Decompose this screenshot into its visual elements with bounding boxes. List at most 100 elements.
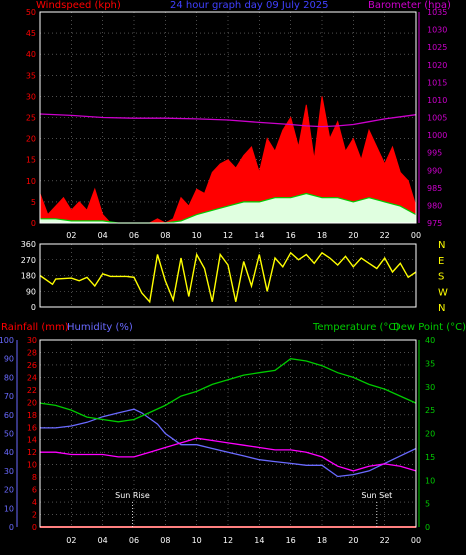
p3-x-tick-label: 04 bbox=[98, 536, 108, 545]
windspeed-area bbox=[39, 96, 417, 224]
temperature-line bbox=[39, 358, 417, 423]
chart-title: 24 hour graph day 09 July 2025 bbox=[170, 0, 329, 11]
p3-rain-tick-label: 10 bbox=[27, 461, 37, 470]
p2-frame bbox=[39, 243, 417, 308]
p3-humidity-tick-label: 80 bbox=[4, 373, 14, 382]
wind-barometer-panel: 0510152025303540455097598098599099510001… bbox=[26, 8, 448, 240]
sunset-label: Sun Set bbox=[361, 491, 392, 500]
p1-right-tick-label: 990 bbox=[427, 166, 442, 175]
p3-rain-tick-label: 22 bbox=[27, 386, 37, 395]
compass-label: S bbox=[438, 272, 444, 283]
p3-humidity-tick-label: 20 bbox=[4, 486, 14, 495]
p3-humidity-tick-label: 70 bbox=[4, 392, 14, 401]
p3-rain-tick-label: 30 bbox=[27, 336, 37, 345]
p3-temp-tick-label: 20 bbox=[425, 430, 435, 439]
barometer-axis-title: Barometer (hpa) bbox=[368, 0, 451, 11]
p3-temp-tick-label: 35 bbox=[425, 359, 435, 368]
p1-right-tick-label: 1025 bbox=[427, 43, 447, 52]
p3-temp-tick-label: 30 bbox=[425, 383, 435, 392]
humidity-line bbox=[40, 408, 417, 478]
p2-left-tick-label: 0 bbox=[31, 303, 36, 312]
p1-right-tick-label: 975 bbox=[427, 219, 442, 228]
p1-left-tick-label: 20 bbox=[26, 135, 36, 144]
rainfall-axis-title: Rainfall (mm) bbox=[1, 322, 69, 333]
p1-left-tick-label: 40 bbox=[26, 50, 36, 59]
p1-left-tick-label: 5 bbox=[31, 198, 36, 207]
p2-left-tick-label: 90 bbox=[26, 287, 36, 296]
p3-x-tick-label: 18 bbox=[317, 536, 327, 545]
wind-direction-line bbox=[39, 251, 417, 304]
p3-rain-tick-label: 4 bbox=[32, 498, 37, 507]
p3-rain-tick-label: 14 bbox=[27, 436, 37, 445]
humidity-axis-title: Humidity (%) bbox=[67, 322, 133, 333]
p3-x-tick-label: 16 bbox=[286, 536, 296, 545]
p3-x-tick-label: 00 bbox=[411, 536, 421, 545]
p3-humidity-tick-label: 60 bbox=[4, 411, 14, 420]
p1-left-tick-label: 10 bbox=[26, 177, 36, 186]
p3-humidity-tick-label: 40 bbox=[4, 448, 14, 457]
p3-rain-tick-label: 26 bbox=[27, 361, 37, 370]
p2-left-tick-label: 360 bbox=[21, 240, 36, 249]
p2-left-tick-label: 270 bbox=[21, 256, 36, 265]
compass-label: N bbox=[438, 240, 445, 251]
p1-x-tick-label: 12 bbox=[223, 231, 233, 240]
compass-label: W bbox=[438, 287, 448, 298]
p3-rain-tick-label: 6 bbox=[32, 486, 37, 495]
p3-x-tick-label: 12 bbox=[223, 536, 233, 545]
p3-temp-tick-label: 5 bbox=[425, 500, 430, 509]
p3-humidity-tick-label: 0 bbox=[9, 523, 14, 532]
p3-x-tick-label: 10 bbox=[192, 536, 202, 545]
p3-x-tick-label: 22 bbox=[380, 536, 390, 545]
p1-right-tick-label: 1015 bbox=[427, 78, 447, 87]
p1-right-tick-label: 1020 bbox=[427, 61, 447, 70]
p1-x-tick-label: 06 bbox=[129, 231, 139, 240]
p3-temp-tick-label: 25 bbox=[425, 406, 435, 415]
p1-x-tick-label: 08 bbox=[160, 231, 170, 240]
p3-x-tick-label: 02 bbox=[66, 536, 76, 545]
p3-x-tick-label: 08 bbox=[160, 536, 170, 545]
p3-rain-tick-label: 8 bbox=[32, 473, 37, 482]
p1-left-tick-label: 25 bbox=[26, 114, 36, 123]
p3-humidity-tick-label: 50 bbox=[4, 430, 14, 439]
p1-right-tick-label: 980 bbox=[427, 201, 442, 210]
p1-x-tick-label: 16 bbox=[286, 231, 296, 240]
p1-x-tick-label: 02 bbox=[66, 231, 76, 240]
p1-right-tick-label: 1030 bbox=[427, 26, 447, 35]
average-wind-area bbox=[40, 193, 416, 223]
p3-humidity-tick-label: 30 bbox=[4, 467, 14, 476]
p3-temp-tick-label: 15 bbox=[425, 453, 435, 462]
p3-temp-tick-label: 0 bbox=[425, 523, 430, 532]
compass-label: E bbox=[438, 256, 444, 267]
p3-humidity-tick-label: 90 bbox=[4, 355, 14, 364]
p1-right-tick-label: 1000 bbox=[427, 131, 447, 140]
windspeed-axis-title: Windspeed (kph) bbox=[36, 0, 121, 11]
p3-rain-tick-label: 24 bbox=[27, 373, 37, 382]
p3-x-tick-label: 06 bbox=[129, 536, 139, 545]
average-wind-line bbox=[40, 192, 417, 224]
p1-x-tick-label: 20 bbox=[348, 231, 358, 240]
p3-rain-tick-label: 12 bbox=[27, 448, 37, 457]
p3-rain-tick-label: 16 bbox=[27, 423, 37, 432]
p1-frame bbox=[39, 11, 417, 224]
p1-right-tick-label: 985 bbox=[427, 184, 442, 193]
p3-humidity-tick-label: 100 bbox=[0, 336, 14, 345]
compass-label: N bbox=[438, 303, 445, 314]
p1-right-tick-label: 1010 bbox=[427, 96, 447, 105]
p3-x-tick-label: 14 bbox=[254, 536, 264, 545]
p3-frame bbox=[39, 339, 417, 528]
p1-x-tick-label: 10 bbox=[192, 231, 202, 240]
p1-right-tick-label: 1005 bbox=[427, 114, 447, 123]
p3-rain-tick-label: 18 bbox=[27, 411, 37, 420]
p1-left-tick-label: 45 bbox=[26, 29, 36, 38]
p1-left-tick-label: 50 bbox=[26, 8, 36, 17]
p1-right-tick-label: 1035 bbox=[427, 8, 447, 17]
p1-left-tick-label: 35 bbox=[26, 71, 36, 80]
p2-left-tick-label: 180 bbox=[21, 272, 36, 281]
temperature-humidity-panel: Sun Rise Sun Set0102030405060708090100024… bbox=[0, 336, 435, 545]
p1-x-tick-label: 22 bbox=[380, 231, 390, 240]
p1-right-tick-label: 995 bbox=[427, 149, 442, 158]
p1-x-tick-label: 00 bbox=[411, 231, 421, 240]
